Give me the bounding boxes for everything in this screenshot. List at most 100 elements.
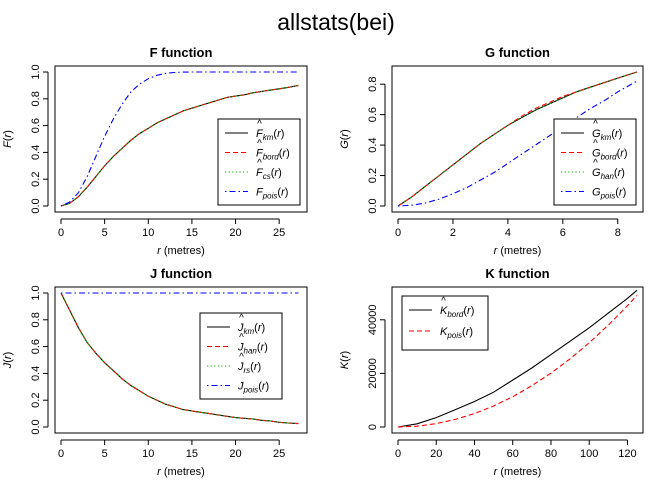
y-axis-label: G(r) (339, 129, 351, 149)
legend: Gkm(r)^Gbord(r)^Ghan(r)^Gpois(r) (553, 118, 637, 206)
plot-frame (391, 286, 644, 434)
y-tick-label: 0.4 (367, 137, 379, 152)
x-tick-label: 40 (468, 448, 480, 460)
x-tick-label: 0 (58, 448, 64, 460)
chart-panel-2: G function 0 2 4 6 8 0.0 0.2 0.4 0.6 0.8 r (metres)… (339, 45, 644, 257)
y-tick-label: 0.4 (30, 145, 42, 160)
legend: Kbord(r)^ Kpois(r) (401, 295, 489, 351)
legend-entry-1: Kbord(r) (440, 305, 474, 319)
y-tick-label: 0.2 (367, 168, 379, 183)
legend-entry-2: Fbord(r) (256, 148, 290, 162)
series-line-3 (60, 292, 299, 425)
y-tick-label: 0.0 (30, 419, 42, 434)
legend: Fkm(r)^Fbord(r)^Fcs(r)^Fpois(r) (217, 118, 301, 206)
y-axis-label: F(r) (2, 130, 14, 148)
hat-glyph: ^ (593, 119, 598, 130)
hat-glyph: ^ (239, 313, 244, 324)
x-tick-label: 15 (186, 448, 198, 460)
y-tick-label: 0.6 (30, 118, 42, 133)
x-tick-label: 8 (615, 227, 621, 239)
y-tick-label: 0.6 (30, 339, 42, 354)
chart-panel-4: K function 0 20 40 60 80 100 120 0 20000 40000 r (m… (339, 266, 644, 478)
x-tick-label: 10 (142, 227, 154, 239)
x-axis-label: r (metres) (494, 466, 542, 478)
y-axis-label: J(r) (2, 352, 14, 370)
hat-glyph: ^ (257, 158, 262, 169)
y-tick-label: 20000 (367, 358, 379, 389)
y-tick-label: 0.8 (30, 312, 42, 327)
y-tick-label: 0.4 (30, 366, 42, 381)
chart-panel-1: F function 0 5 10 15 20 25 0.0 0.2 0.4 0.6 0.8 1.0 r … (2, 45, 308, 257)
y-tick-label: 1.0 (30, 64, 42, 79)
chart-panel-3: J function 0 5 10 15 20 25 0.0 0.2 0.4 0.6 0.8 1.0 r … (2, 266, 308, 478)
x-tick-label: 80 (545, 448, 557, 460)
series-line-4 (397, 80, 638, 207)
hat-glyph: ^ (239, 352, 244, 363)
x-tick-label: 25 (273, 227, 285, 239)
hat-glyph: ^ (257, 119, 262, 130)
x-tick-label: 0 (395, 227, 401, 239)
x-tick-label: 20 (430, 448, 442, 460)
y-tick-label: 0 (367, 424, 379, 430)
hat-glyph: ^ (239, 333, 244, 344)
panel-title: K function (485, 266, 549, 281)
series-line-3 (397, 71, 638, 207)
x-tick-label: 6 (560, 227, 566, 239)
x-axis-label: r (metres) (157, 466, 205, 478)
y-tick-label: 0.6 (367, 107, 379, 122)
legend-entry-1: Jkm(r) (237, 322, 265, 336)
panel-title: G function (485, 45, 550, 60)
y-tick-label: 1.0 (30, 285, 42, 300)
plot-frame (54, 65, 308, 213)
hat-glyph: ^ (257, 139, 262, 150)
x-axis-label: r (metres) (494, 245, 542, 257)
legend-entry-4: Gpois(r) (592, 187, 626, 201)
panel-title: F function (150, 45, 213, 60)
plot-frame (391, 65, 644, 213)
legend-entry-1: Gkm(r) (592, 128, 622, 142)
legend-entry-4: Fpois(r) (256, 187, 288, 201)
x-tick-label: 25 (273, 448, 285, 460)
hat-glyph: ^ (441, 296, 446, 307)
figure-title: allstats(bei) (277, 9, 395, 35)
series-line-3 (60, 84, 299, 207)
y-tick-label: 0.0 (367, 198, 379, 213)
y-tick-label: 0.8 (30, 91, 42, 106)
legend-box (401, 295, 489, 351)
y-tick-label: 0.0 (30, 198, 42, 213)
x-tick-label: 5 (102, 448, 108, 460)
x-tick-label: 0 (58, 227, 64, 239)
y-tick-label: 0.2 (30, 172, 42, 187)
legend: Jkm(r)^Jhan(r)^Jrs(r)^Jpois(r) (199, 312, 283, 400)
x-tick-label: 2 (450, 227, 456, 239)
y-tick-label: 0.2 (30, 393, 42, 408)
series-line-2 (397, 295, 638, 428)
y-tick-label: 40000 (367, 305, 379, 336)
y-tick-label: 0.8 (367, 77, 379, 92)
x-tick-label: 100 (580, 448, 598, 460)
x-tick-label: 20 (229, 227, 241, 239)
legend-entry-3: Ghan(r) (592, 167, 625, 181)
x-tick-label: 5 (102, 227, 108, 239)
x-tick-label: 0 (395, 448, 401, 460)
legend-entry-2: Kpois(r) (440, 326, 473, 340)
series-line-2 (397, 71, 638, 207)
hat-glyph: ^ (593, 139, 598, 150)
series-line-4 (60, 71, 299, 207)
legend-entry-4: Jpois(r) (237, 381, 269, 395)
plot-frame (54, 286, 308, 434)
y-axis-label: K(r) (339, 351, 351, 369)
legend-entry-1: Fkm(r) (256, 128, 284, 142)
x-tick-label: 4 (505, 227, 511, 239)
x-tick-label: 120 (618, 448, 636, 460)
hat-glyph: ^ (593, 158, 598, 169)
x-tick-label: 60 (507, 448, 519, 460)
series-line-1 (397, 289, 638, 428)
x-tick-label: 15 (186, 227, 198, 239)
x-axis-label: r (metres) (157, 245, 205, 257)
legend-entry-3: Jrs(r) (237, 361, 261, 375)
x-tick-label: 10 (142, 448, 154, 460)
x-tick-label: 20 (229, 448, 241, 460)
legend-entry-2: Jhan(r) (237, 342, 268, 356)
